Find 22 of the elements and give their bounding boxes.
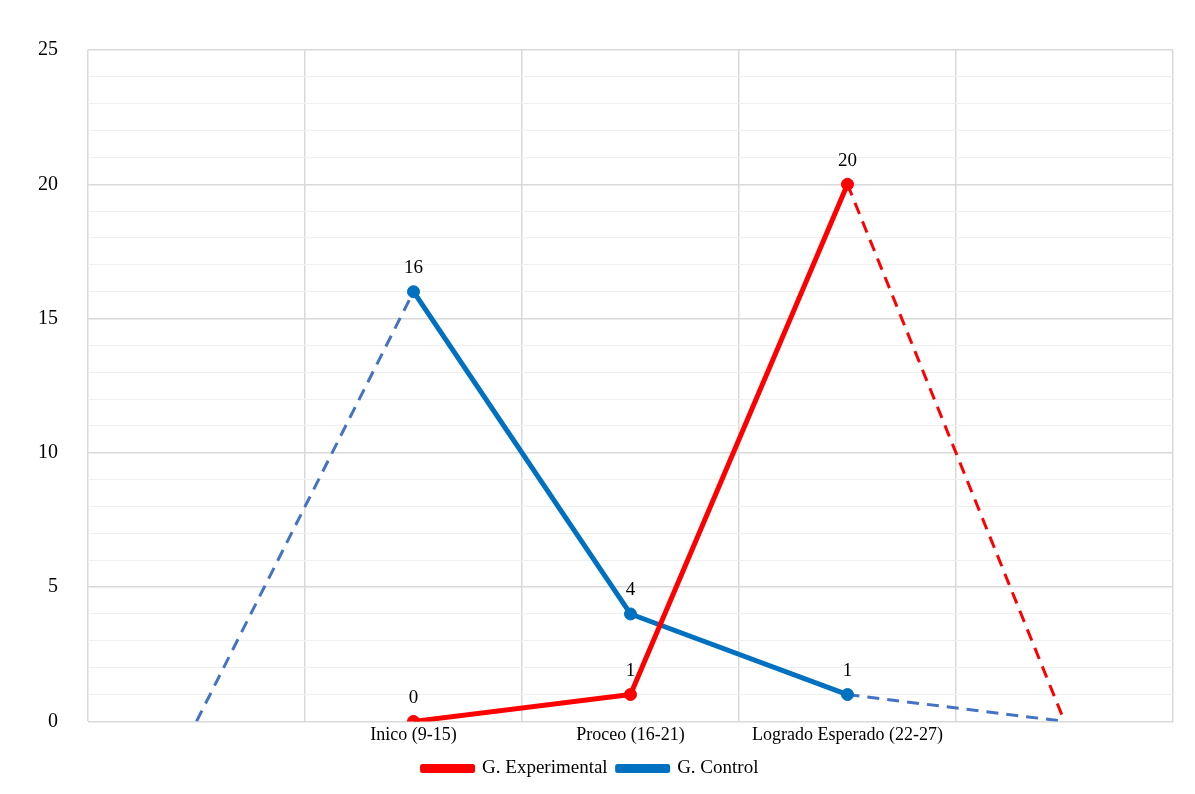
x-tick-label: Proceo (16-21) [576,723,685,745]
y-tick-label: 10 [38,440,58,463]
point [407,285,420,299]
data-label: 20 [838,148,857,170]
point [841,177,854,191]
y-tick-label: 5 [48,574,58,597]
point [624,607,637,621]
data-label: 1 [625,659,636,681]
point [624,688,637,702]
x-tick-label: Logrado Esperado (22-27) [752,723,943,745]
x-tick-label: Inico (9-15) [370,723,457,745]
y-tick-label: 15 [38,305,58,328]
point [841,688,854,702]
y-tick-label: 25 [38,37,58,60]
data-label: 0 [408,685,419,707]
data-label: 1 [842,659,853,681]
data-label: 16 [404,256,423,278]
y-tick-label: 0 [48,708,58,731]
y-tick-label: 20 [38,171,58,194]
data-label: 4 [625,578,636,600]
legend-label: G. Experimental [482,756,608,778]
legend-label: G. Control [677,756,759,778]
